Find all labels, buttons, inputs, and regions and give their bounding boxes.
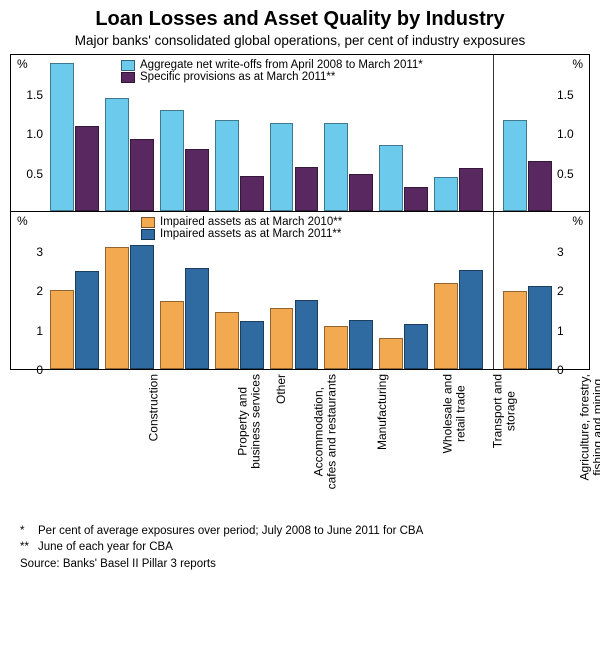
- footnote-text: June of each year for CBA: [38, 540, 173, 556]
- group-divider: [493, 212, 494, 369]
- bar: [434, 177, 458, 211]
- x-axis-labels: Construction Property andbusiness service…: [10, 370, 590, 520]
- bar: [75, 271, 99, 369]
- legend: Impaired assets as at March 2010**Impair…: [141, 216, 342, 240]
- x-label: Property andbusiness services: [237, 374, 263, 469]
- bar: [185, 268, 209, 369]
- legend-swatch: [141, 229, 155, 240]
- y-tick: 3: [557, 245, 585, 259]
- bar: [528, 161, 552, 211]
- footnote-text: Per cent of average exposures over perio…: [38, 524, 423, 540]
- chart-title: Loan Losses and Asset Quality by Industr…: [10, 8, 590, 31]
- top-panel: %% 0.5 0.5 1.0 1.0 1.5 1.5 Aggregate net write-…: [10, 54, 590, 212]
- legend-item: Impaired assets as at March 2011**: [141, 228, 342, 240]
- bar: [215, 312, 239, 369]
- source-line: Source: Banks' Basel II Pillar 3 reports: [20, 557, 590, 573]
- legend-item: Aggregate net write-offs from April 2008…: [121, 59, 423, 71]
- bar: [160, 110, 184, 211]
- legend-label: Impaired assets as at March 2010**: [160, 216, 342, 228]
- y-tick: 3: [15, 245, 43, 259]
- legend-swatch: [141, 217, 155, 228]
- legend-label: Specific provisions as at March 2011**: [140, 71, 335, 83]
- legend-swatch: [121, 72, 135, 83]
- footnote: **June of each year for CBA: [20, 540, 590, 556]
- bar: [404, 187, 428, 211]
- bar: [75, 126, 99, 211]
- y-tick: 0.5: [15, 167, 43, 181]
- bar: [185, 149, 209, 211]
- footnote-mark: **: [20, 540, 38, 556]
- legend-label: Aggregate net write-offs from April 2008…: [140, 59, 423, 71]
- y-tick: 1.5: [557, 88, 585, 102]
- bar: [459, 270, 483, 369]
- y-tick: 2: [15, 284, 43, 298]
- y-tick: 1: [15, 324, 43, 338]
- footnotes: *Per cent of average exposures over peri…: [10, 524, 590, 573]
- bar: [324, 123, 348, 211]
- x-label: Transport andstorage: [491, 374, 517, 448]
- x-label: Other: [275, 374, 288, 404]
- bar: [379, 145, 403, 211]
- bar: [270, 123, 294, 211]
- bar: [130, 139, 154, 211]
- chart-area: %% 0.5 0.5 1.0 1.0 1.5 1.5 Aggregate net write-…: [10, 54, 590, 370]
- bar: [528, 286, 552, 369]
- y-tick: 1: [557, 324, 585, 338]
- legend: Aggregate net write-offs from April 2008…: [121, 59, 423, 83]
- x-label: Construction: [148, 374, 161, 441]
- bar: [130, 245, 154, 369]
- bar: [503, 291, 527, 369]
- bar: [434, 283, 458, 369]
- x-label: Wholesale andretail trade: [441, 374, 467, 453]
- bar: [240, 321, 264, 369]
- legend-item: Specific provisions as at March 2011**: [121, 71, 423, 83]
- footnote: *Per cent of average exposures over peri…: [20, 524, 590, 540]
- footnote-mark: *: [20, 524, 38, 540]
- y-unit-right: %: [572, 214, 583, 228]
- bar: [50, 63, 74, 211]
- x-label: Accommodation,cafes and restaurants: [313, 374, 339, 489]
- y-tick: 1.0: [557, 127, 585, 141]
- bar: [349, 320, 373, 369]
- bar: [349, 174, 373, 211]
- bar: [295, 167, 319, 211]
- y-tick: 1.0: [15, 127, 43, 141]
- bar: [324, 326, 348, 369]
- bar: [503, 120, 527, 211]
- legend-swatch: [121, 60, 135, 71]
- bar: [105, 98, 129, 211]
- y-unit-left: %: [17, 214, 28, 228]
- bar: [160, 301, 184, 369]
- bar: [215, 120, 239, 211]
- bar: [50, 290, 74, 369]
- bar: [379, 338, 403, 369]
- bar: [240, 176, 264, 211]
- x-label: Manufacturing: [376, 374, 389, 450]
- y-tick: 2: [557, 284, 585, 298]
- bottom-panel: %%00112233Impaired assets as at March 20…: [10, 212, 590, 370]
- bar: [270, 308, 294, 369]
- y-unit-right: %: [572, 57, 583, 71]
- bar: [404, 324, 428, 369]
- y-unit-left: %: [17, 57, 28, 71]
- y-tick: 1.5: [15, 88, 43, 102]
- y-tick: 0.5: [557, 167, 585, 181]
- bar: [295, 300, 319, 369]
- bar: [459, 168, 483, 211]
- legend-item: Impaired assets as at March 2010**: [141, 216, 342, 228]
- legend-label: Impaired assets as at March 2011**: [160, 228, 341, 240]
- bar: [105, 247, 129, 369]
- group-divider: [493, 55, 494, 211]
- chart-subtitle: Major banks' consolidated global operati…: [10, 33, 590, 48]
